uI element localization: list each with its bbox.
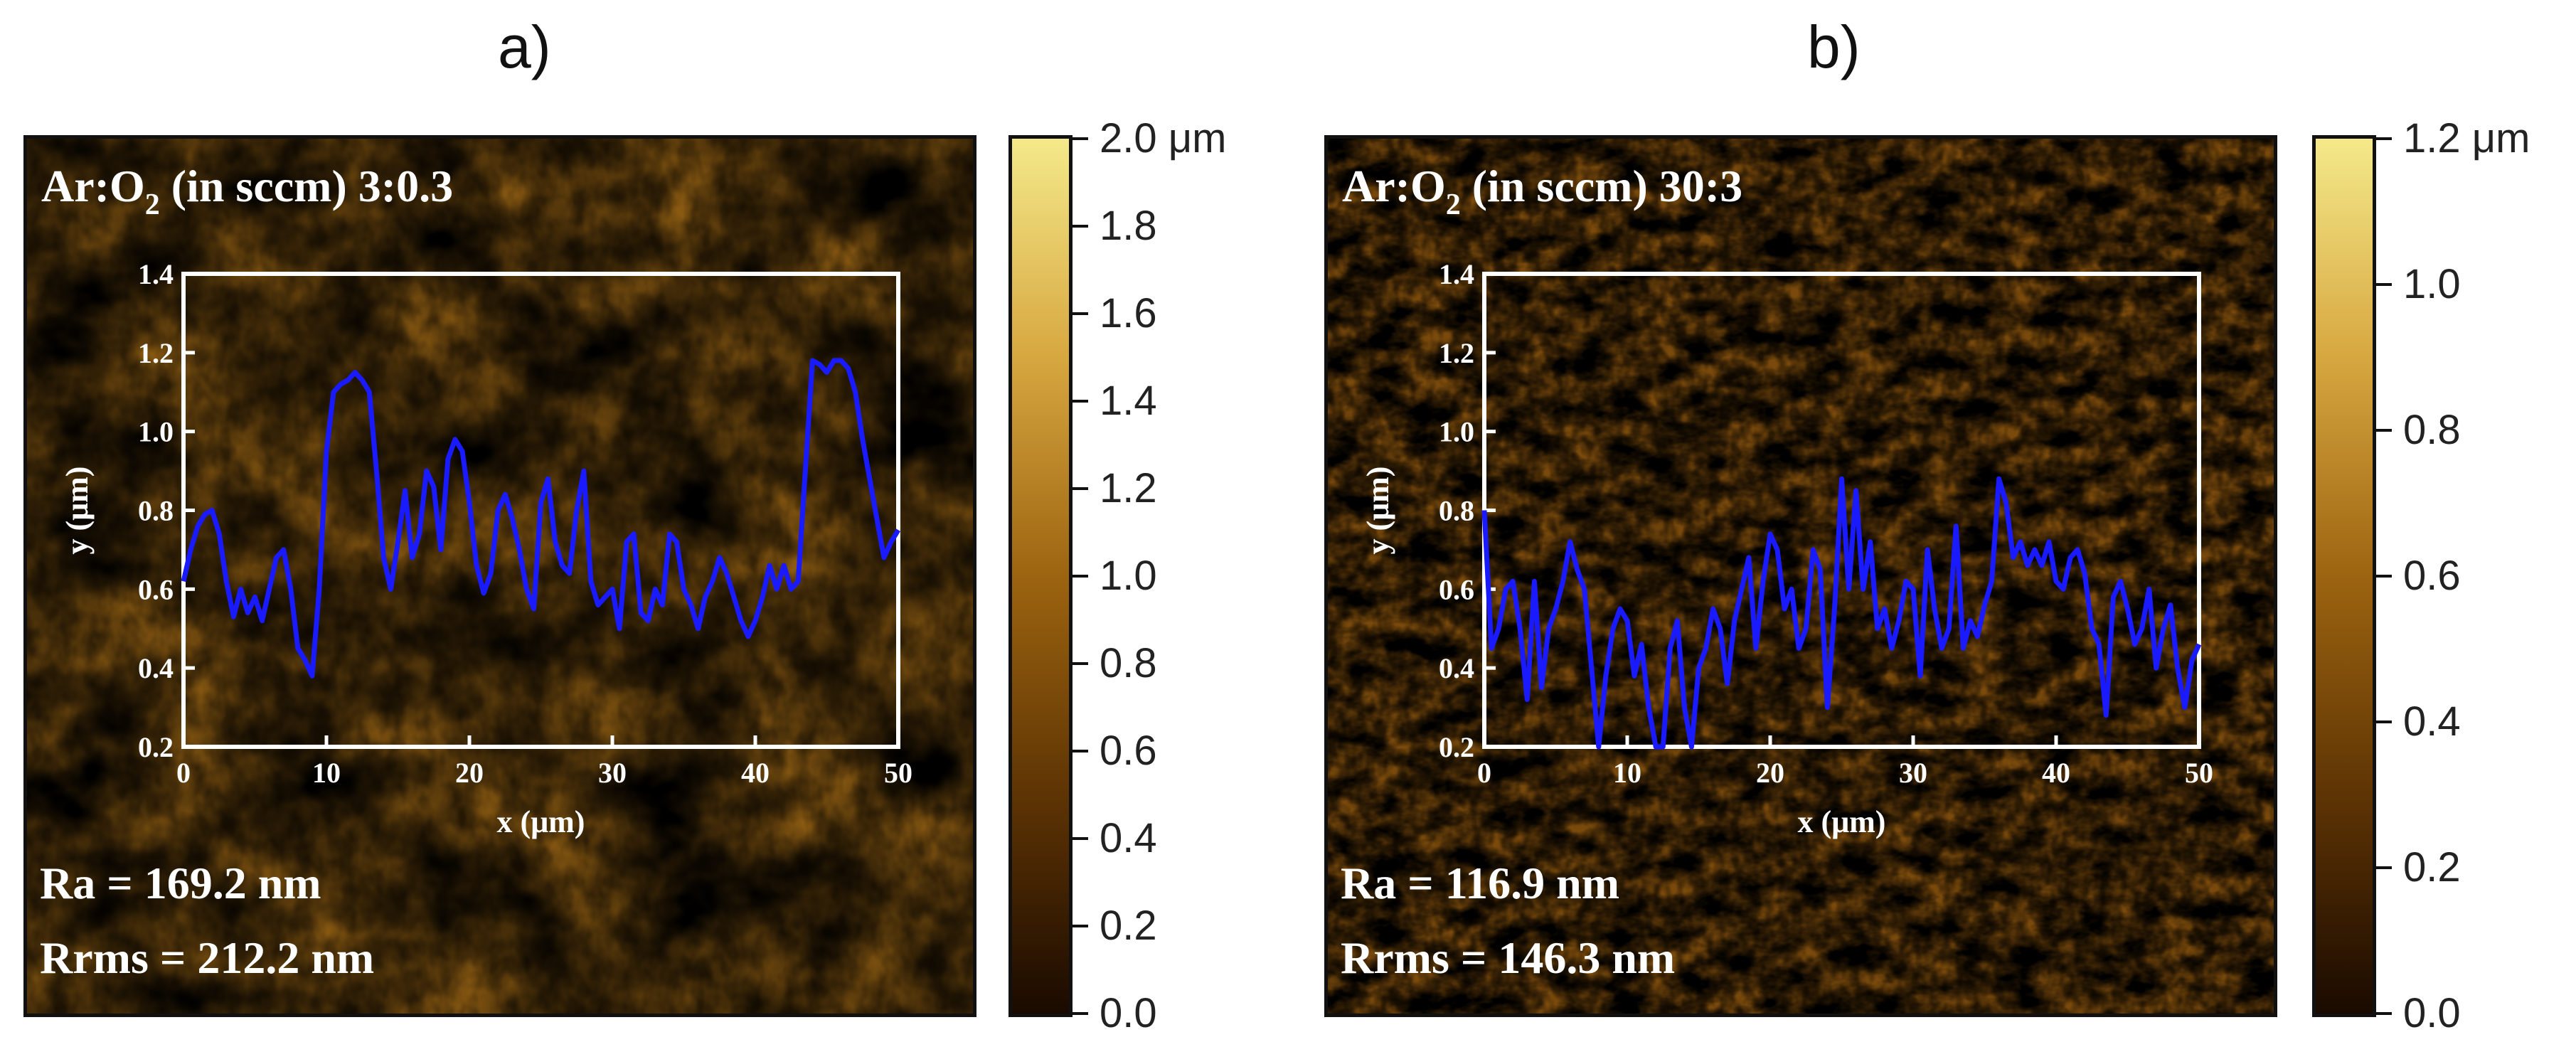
y-tick-label: 0.2	[138, 731, 174, 763]
height-profile-chart: 0.2 0.4 0.6 0.8 1.0 1.2 1.4 0 10 20 30 40 50 x (μm) y …	[60, 258, 912, 839]
panel-b: b) Ar:O2 (in sccm) 30:3 0.2 0.4 0.6 0.8 1.0 1…	[1288, 0, 2576, 1036]
colorbar	[2312, 135, 2376, 1017]
y-tick-label: 0.6	[138, 573, 174, 605]
x-tick-label: 10	[312, 757, 341, 789]
colorbar-tick-label: 0.4	[2403, 698, 2461, 745]
afm-image: Ar:O2 (in sccm) 30:3 0.2 0.4 0.6 0.8 1.0 1.2 1…	[1324, 135, 2277, 1017]
y-tick-label: 0.4	[1439, 652, 1474, 684]
colorbar-tick	[2376, 1012, 2392, 1015]
colorbar-tick-label: 0.2	[2403, 844, 2461, 890]
x-tick-label: 50	[884, 757, 912, 789]
y-tick-label: 1.0	[1439, 416, 1474, 448]
colorbar-tick	[1073, 225, 1088, 228]
colorbar-tick	[1073, 750, 1088, 753]
colorbar-tick	[1073, 575, 1088, 578]
y-tick-label: 0.2	[1439, 731, 1474, 763]
colorbar-tick-label: 1.0	[2403, 261, 2461, 307]
panel-label: b)	[1807, 14, 1861, 80]
x-tick-label: 40	[2042, 757, 2070, 789]
roughness-ra: Ra = 116.9 nm	[1341, 858, 1620, 908]
y-axis-label: y (μm)	[60, 467, 95, 555]
colorbar-tick-label: 1.0	[1100, 553, 1157, 599]
sample-condition-label: Ar:O2 (in sccm) 3:0.3	[41, 161, 454, 221]
y-tick-label: 1.0	[138, 416, 174, 448]
x-tick-label: 30	[1899, 757, 1927, 789]
colorbar-tick	[2376, 575, 2392, 578]
roughness-rrms: Rrms = 146.3 nm	[1341, 932, 1676, 983]
x-tick-label: 0	[176, 757, 191, 789]
colorbar-tick-label: 1.6	[1100, 290, 1157, 336]
colorbar-tick-label: 0.2	[1100, 903, 1157, 949]
colorbar-tick-label: 0.8	[2403, 407, 2461, 453]
colorbar-tick-label: 1.4	[1100, 378, 1157, 424]
colorbar-ticks: 0.0 0.2 0.4 0.6 0.8 1.0 1.2 1.4 1.6 1.8 2.0 μm	[1073, 0, 1286, 1036]
colorbar-tick-label: 0.0	[2403, 990, 2461, 1036]
colorbar-tick	[1073, 312, 1088, 315]
colorbar-tick	[1073, 662, 1088, 665]
colorbar-tick-label: 2.0 μm	[1100, 115, 1227, 161]
sample-condition-label: Ar:O2 (in sccm) 30:3	[1342, 161, 1743, 221]
colorbar-tick	[1073, 487, 1088, 490]
x-tick-label: 10	[1613, 757, 1641, 789]
colorbar-tick	[1073, 400, 1088, 403]
y-tick-label: 1.2	[138, 337, 174, 369]
colorbar-ticks: 0.0 0.2 0.4 0.6 0.8 1.0 1.2 μm	[2376, 0, 2576, 1036]
colorbar-tick	[1073, 137, 1088, 140]
y-axis-label: y (μm)	[1361, 467, 1395, 555]
y-tick-label: 0.4	[138, 652, 174, 684]
roughness-ra: Ra = 169.2 nm	[40, 858, 321, 908]
x-tick-label: 40	[741, 757, 770, 789]
colorbar-tick	[2376, 720, 2392, 723]
x-tick-label: 20	[455, 757, 484, 789]
y-tick-label: 0.8	[1439, 495, 1474, 527]
colorbar	[1008, 135, 1073, 1017]
colorbar-tick-label: 0.0	[1100, 990, 1157, 1036]
y-tick-label: 0.6	[1439, 573, 1474, 605]
x-tick-label: 30	[598, 757, 627, 789]
afm-image: Ar:O2 (in sccm) 3:0.3 0.2 0.4 0.6 0.8 1.0 1.2…	[23, 135, 976, 1017]
colorbar-tick	[1073, 925, 1088, 927]
colorbar-tick	[1073, 837, 1088, 840]
colorbar-tick-label: 1.2	[1100, 465, 1157, 511]
roughness-rrms: Rrms = 212.2 nm	[40, 932, 375, 983]
colorbar-tick-label: 0.6	[1100, 728, 1157, 774]
x-axis-label: x (μm)	[1798, 804, 1886, 839]
colorbar-tick-label: 0.4	[1100, 815, 1157, 861]
y-tick-label: 1.4	[138, 258, 174, 290]
colorbar-tick-label: 1.8	[1100, 203, 1157, 249]
colorbar-tick	[2376, 429, 2392, 432]
colorbar-tick-label: 0.6	[2403, 553, 2461, 599]
colorbar-tick	[2376, 137, 2392, 140]
height-profile-chart: 0.2 0.4 0.6 0.8 1.0 1.2 1.4 0 10 20 30 40 50 x (μm) y …	[1361, 258, 2213, 839]
panel-label: a)	[498, 14, 551, 80]
x-axis-label: x (μm)	[497, 804, 585, 839]
colorbar-tick	[2376, 866, 2392, 869]
panel-a: a) Ar:O2 (in sccm) 3:0.3 0.2 0.4 0.6 0.8 1.0…	[0, 0, 1288, 1036]
colorbar-tick-label: 0.8	[1100, 640, 1157, 686]
colorbar-tick	[1073, 1012, 1088, 1015]
profile-line	[1481, 476, 2202, 750]
y-tick-label: 0.8	[138, 495, 174, 527]
colorbar-tick	[2376, 283, 2392, 286]
x-tick-label: 0	[1477, 757, 1491, 789]
profile-line	[181, 358, 900, 679]
y-tick-label: 1.2	[1439, 337, 1474, 369]
colorbar-tick-label: 1.2 μm	[2403, 115, 2530, 161]
x-tick-label: 20	[1756, 757, 1784, 789]
y-tick-label: 1.4	[1439, 258, 1474, 290]
x-tick-label: 50	[2185, 757, 2213, 789]
